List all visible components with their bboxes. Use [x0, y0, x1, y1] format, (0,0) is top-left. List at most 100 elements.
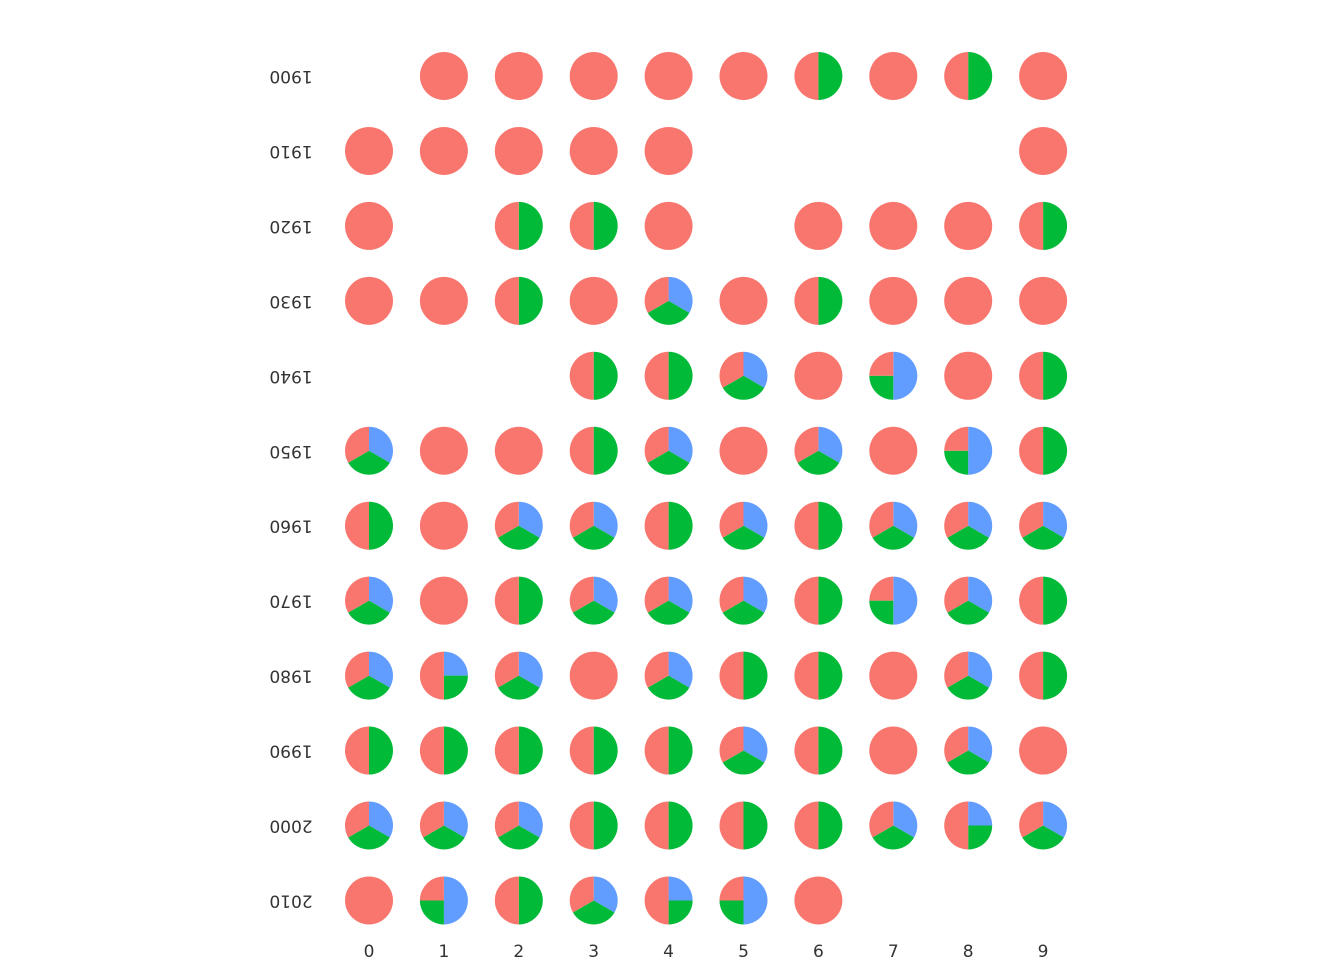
- pie-slice: [644, 726, 669, 775]
- pie-slice: [647, 300, 690, 325]
- pie-slice: [818, 726, 843, 775]
- pie-slice: [944, 450, 969, 475]
- pie-slice: [569, 201, 594, 250]
- pie-slice: [743, 726, 768, 763]
- pie-slice: [569, 501, 594, 538]
- pie-slice: [818, 651, 843, 700]
- pie-slice: [569, 126, 618, 175]
- pie-slice: [968, 825, 993, 850]
- pie-slice: [593, 576, 618, 613]
- pie-slice: [818, 52, 843, 100]
- pie-slice: [944, 201, 993, 250]
- pie-slice: [719, 726, 744, 763]
- y-tick-label: 1970: [269, 591, 312, 611]
- pie-slice: [668, 726, 693, 775]
- pie-slice: [518, 726, 543, 775]
- pie-slice: [518, 651, 543, 688]
- pie-slice: [719, 351, 744, 388]
- pie-slice: [572, 900, 615, 925]
- pie-slice: [494, 876, 519, 925]
- pie-slice: [518, 201, 543, 250]
- pie-slice: [719, 52, 768, 100]
- pie-slice: [743, 351, 768, 388]
- pie-slice: [518, 276, 543, 325]
- y-tick-label: 1960: [269, 516, 312, 536]
- pie-slice: [944, 426, 969, 451]
- pie-slice: [419, 576, 468, 625]
- pie-slice: [644, 52, 693, 100]
- y-tick-label: 1930: [269, 291, 312, 311]
- pie-slice: [494, 126, 543, 175]
- pie-slice: [869, 726, 918, 775]
- pie-slice: [572, 525, 615, 550]
- pie-slice: [419, 276, 468, 325]
- pie-slice: [345, 726, 369, 775]
- pie-slice: [794, 576, 819, 625]
- y-tick-label: 2000: [269, 816, 312, 836]
- pie-slice: [569, 576, 594, 613]
- pie-slice: [944, 276, 993, 325]
- pie-slice: [1043, 201, 1068, 250]
- pie-slice: [743, 576, 768, 613]
- pie-slice: [668, 276, 693, 313]
- pie-slice: [722, 600, 765, 625]
- y-tick-label: 1900: [269, 66, 312, 86]
- pie-slice: [419, 801, 444, 838]
- pie-slice: [369, 576, 393, 613]
- pie-slice: [719, 426, 768, 475]
- pie-slice: [494, 576, 519, 625]
- pie-slice: [494, 426, 543, 475]
- pie-slice: [369, 651, 393, 688]
- pie-slice: [944, 576, 969, 613]
- pie-slice: [794, 201, 843, 250]
- pie-slice: [419, 900, 444, 925]
- pie-slice: [719, 576, 744, 613]
- pie-slice: [818, 801, 843, 850]
- pie-slice: [644, 201, 693, 250]
- pie-slice: [1019, 801, 1044, 838]
- pie-slice: [869, 801, 894, 838]
- pie-slice: [869, 201, 918, 250]
- pie-slice: [345, 126, 393, 175]
- pie-slice: [569, 801, 594, 850]
- pie-slice: [668, 876, 693, 901]
- pie-slice: [1019, 201, 1044, 250]
- pie-slice: [794, 276, 819, 325]
- x-tick-label: 4: [663, 942, 674, 960]
- pie-slice: [794, 801, 819, 850]
- pie-slice: [369, 426, 393, 463]
- x-tick-label: 8: [963, 942, 974, 960]
- x-tick-label: 9: [1038, 942, 1049, 960]
- pie-slice: [818, 501, 843, 550]
- pie-slice: [419, 876, 444, 901]
- pie-slice: [593, 201, 618, 250]
- pie-slice: [944, 501, 969, 538]
- pie-slice: [593, 501, 618, 538]
- pie-slice: [644, 651, 669, 688]
- pie-slice: [869, 576, 894, 601]
- pie-slice: [869, 600, 894, 625]
- x-tick-label: 5: [738, 942, 749, 960]
- pie-slice: [947, 525, 989, 550]
- pie-slice: [794, 726, 819, 775]
- y-tick-label: 1950: [269, 441, 312, 461]
- pie-slice: [344, 426, 369, 463]
- pie-slice: [419, 726, 444, 775]
- pie-slice: [668, 501, 693, 550]
- pie-slice: [494, 276, 519, 325]
- pie-slice: [569, 52, 618, 100]
- pie-slice: [668, 651, 693, 688]
- pie-slice: [893, 351, 918, 400]
- pie-slice: [818, 276, 843, 325]
- pie-slice: [794, 351, 843, 400]
- pie-slice: [644, 801, 669, 850]
- pie-slice: [443, 675, 468, 700]
- pie-slice: [494, 501, 519, 538]
- pie-slice: [947, 600, 989, 625]
- pie-slice: [722, 375, 765, 400]
- pie-slice: [443, 726, 468, 775]
- pie-slice: [1019, 426, 1044, 475]
- pie-slice: [794, 651, 819, 700]
- pie-slice: [494, 52, 543, 100]
